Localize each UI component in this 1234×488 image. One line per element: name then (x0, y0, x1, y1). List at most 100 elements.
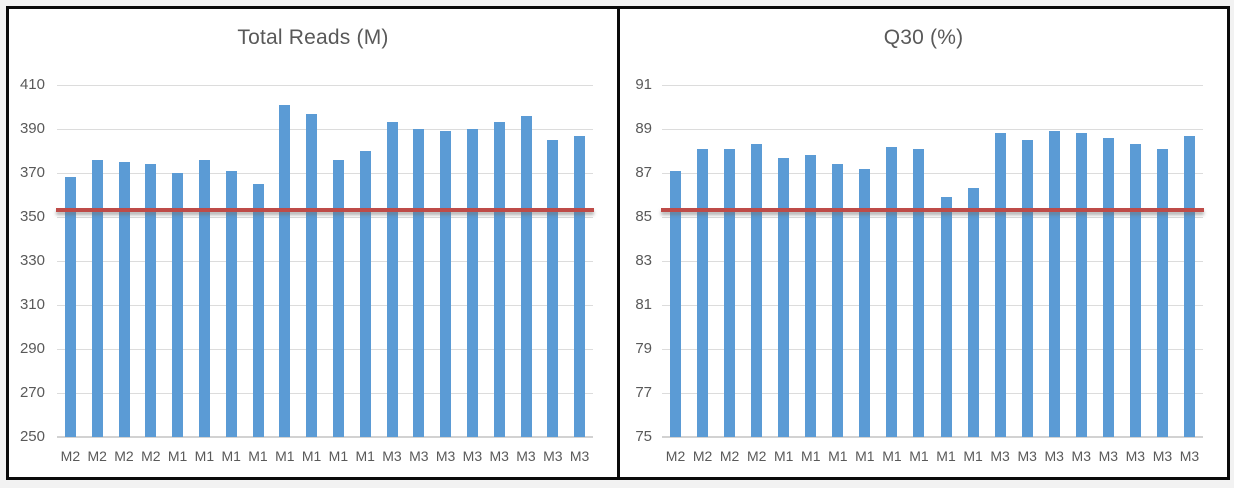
x-tick-label: M2 (141, 448, 161, 464)
x-tick-label: M2 (60, 448, 81, 464)
x-tick-label: M1 (221, 448, 241, 464)
bar (778, 157, 790, 437)
bar (1183, 135, 1195, 437)
gridline (662, 261, 1203, 262)
bar (440, 131, 452, 437)
bar (225, 170, 237, 437)
x-tick-label: M3 (569, 448, 590, 464)
x-tick-label: M3 (435, 448, 456, 464)
gridline (662, 305, 1203, 306)
x-tick-label: M1 (909, 448, 929, 464)
bar (670, 170, 682, 437)
gridline (662, 349, 1203, 350)
gridline (57, 261, 593, 262)
y-tick-label: 370 (19, 164, 45, 181)
y-tick-label: 75 (635, 428, 652, 445)
bar (697, 148, 709, 437)
gridline (57, 129, 593, 130)
threshold-line (56, 208, 594, 213)
gridline (662, 217, 1203, 218)
x-tick-label: M3 (382, 448, 402, 464)
x-tick-label: M1 (194, 448, 215, 464)
x-tick-label: M3 (1125, 448, 1146, 464)
bar (751, 144, 763, 437)
bar (118, 162, 130, 437)
x-tick-label: M3 (462, 448, 483, 464)
x-tick-label: M1 (936, 448, 956, 464)
x-axis-line (662, 436, 1203, 438)
plot-area (661, 85, 1204, 438)
y-tick-label: 81 (635, 296, 652, 313)
x-tick-label: M2 (114, 448, 134, 464)
x-tick-label: M3 (1152, 448, 1173, 464)
bar (994, 133, 1006, 437)
x-tick-label: M1 (275, 448, 295, 464)
y-tick-label: 350 (19, 208, 45, 225)
x-tick-label: M1 (167, 448, 188, 464)
x-tick-label: M3 (1179, 448, 1200, 464)
x-tick-label: M3 (409, 448, 429, 464)
x-axis-line (57, 436, 593, 438)
x-tick-label: M1 (882, 448, 902, 464)
bar (574, 135, 586, 437)
x-tick-label: M1 (773, 448, 794, 464)
chart-title: Q30 (%) (883, 26, 964, 49)
bar (1156, 148, 1168, 437)
x-tick-label: M2 (746, 448, 767, 464)
y-tick-label: 87 (635, 164, 652, 181)
y-tick-label: 330 (19, 252, 45, 269)
bar (832, 164, 844, 437)
y-tick-label: 250 (19, 428, 45, 445)
gridline (57, 305, 593, 306)
x-tick-label: M1 (355, 448, 375, 464)
gridline (57, 173, 593, 174)
y-tick-label: 83 (635, 252, 652, 269)
bar (1102, 137, 1114, 437)
panel-divider (617, 9, 620, 477)
bar (1048, 131, 1060, 437)
bar (805, 155, 817, 437)
bar (967, 188, 979, 437)
bar (64, 177, 76, 437)
chart-panel-total-reads: Total Reads (M) 250 270 290 310 330 350 370 390… (9, 9, 617, 477)
gridline (662, 173, 1203, 174)
x-tick-label: M3 (543, 448, 563, 464)
bar (359, 151, 371, 437)
x-tick-label: M3 (1098, 448, 1119, 464)
x-tick-label: M2 (665, 448, 686, 464)
x-tick-label: M1 (801, 448, 821, 464)
y-tick-label: 290 (19, 340, 45, 357)
x-tick-label: M3 (990, 448, 1010, 464)
bar (145, 164, 157, 437)
bar (252, 184, 264, 437)
x-tick-label: M2 (87, 448, 107, 464)
bar (1129, 144, 1141, 437)
y-tick-label: 410 (19, 76, 45, 93)
x-tick-label: M1 (248, 448, 268, 464)
x-tick-label: M2 (692, 448, 713, 464)
x-tick-label: M3 (1071, 448, 1091, 464)
chart-panel-q30: Q30 (%) 75 77 79 81 83 85 87 89 91 M2 M2 M2 M2 M1 M1 M… (620, 9, 1227, 477)
bar (547, 140, 559, 437)
gridline (662, 85, 1203, 86)
y-tick-label: 79 (635, 340, 652, 357)
bar (413, 129, 425, 437)
x-tick-label: M3 (1017, 448, 1037, 464)
bar (198, 159, 210, 437)
x-tick-label: M3 (516, 448, 536, 464)
y-tick-label: 390 (19, 120, 45, 137)
bar (913, 148, 925, 437)
threshold-line (661, 208, 1204, 213)
gridline (662, 129, 1203, 130)
y-tick-label: 310 (19, 296, 45, 313)
bar (306, 113, 318, 437)
y-tick-label: 89 (635, 120, 652, 137)
x-tick-label: M1 (828, 448, 848, 464)
bar (1075, 133, 1087, 437)
gridline (57, 349, 593, 350)
y-tick-label: 91 (635, 76, 652, 93)
bar (386, 122, 398, 437)
x-tick-label: M3 (489, 448, 509, 464)
gridline (662, 393, 1203, 394)
bar (886, 146, 898, 437)
